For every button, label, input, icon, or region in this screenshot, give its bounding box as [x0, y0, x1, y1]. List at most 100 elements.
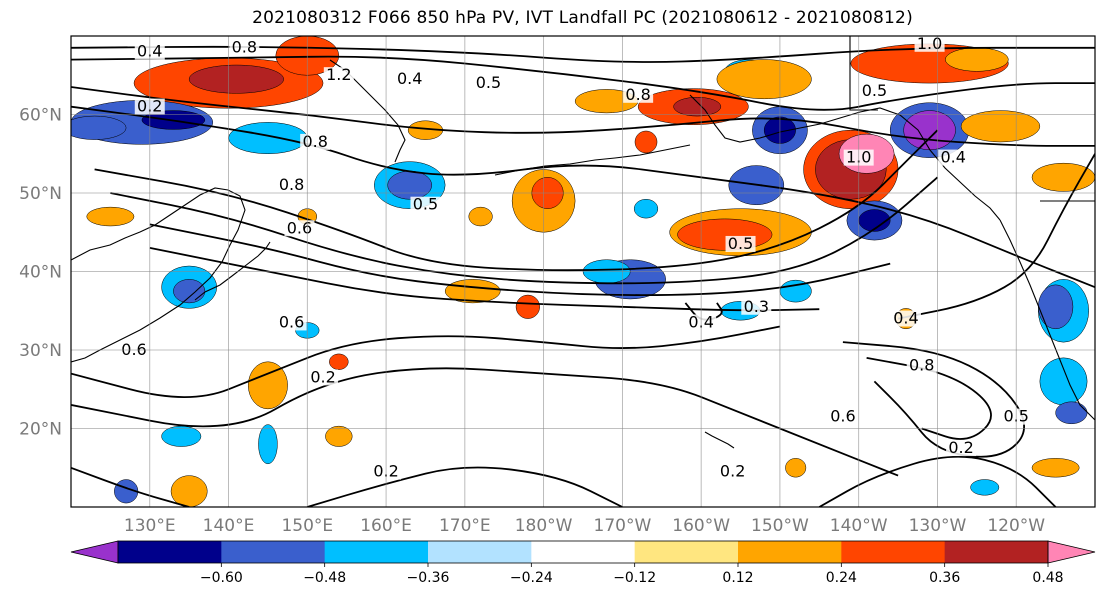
pv-shading-area	[945, 47, 1009, 72]
pv-shading-area	[173, 279, 206, 304]
colorbar-segment	[428, 541, 532, 563]
coastline-alaska	[689, 94, 1001, 221]
contour-label: 0.8	[279, 175, 304, 194]
pv-shading-area	[258, 424, 278, 465]
ivt-contour-line	[94, 129, 939, 272]
pv-shading-area	[960, 110, 1041, 143]
contour-label: 0.4	[940, 148, 965, 167]
contour-label-halo	[473, 75, 504, 92]
pv-shading-area	[161, 425, 202, 447]
ivt-contour-line	[110, 176, 939, 285]
contour-label: 0.6	[287, 218, 312, 237]
latitude-tick-label: 50°N	[19, 184, 62, 204]
colorbar-segment	[324, 541, 429, 563]
colorbar-tick-label: −0.36	[407, 570, 450, 586]
longitude-tick-label: 130°W	[909, 516, 967, 536]
graticule	[71, 36, 1095, 507]
contour-label-halo	[890, 310, 921, 327]
contour-label: 0.8	[625, 85, 650, 104]
longitude-tick-label: 150°W	[751, 516, 809, 536]
contour-label: 0.6	[121, 340, 146, 359]
coastline-namerica-west	[999, 219, 1095, 421]
colorbar-segment	[841, 541, 946, 563]
pv-shading-area	[515, 294, 540, 319]
colorbar-tick-label: 0.36	[929, 570, 960, 586]
contour-label-halo	[276, 314, 307, 331]
colorbar-segment	[118, 541, 222, 563]
latitude-tick-label: 60°N	[19, 106, 62, 126]
ivt-contour-line	[71, 325, 781, 398]
colorbar-segment	[634, 541, 739, 563]
contour-label-halo	[308, 369, 339, 386]
colorbar: −0.60 −0.48 −0.36 −0.24 −0.12 0.12 0.24 0.36 0.4…	[70, 540, 1096, 586]
contour-label: 0.5	[728, 234, 753, 253]
pv-shading-area	[1031, 162, 1095, 192]
pv-shading-area	[1031, 458, 1080, 478]
latitude-tick-label: 40°N	[19, 263, 62, 283]
ivt-contour-line	[71, 55, 1095, 111]
pv-shading-area	[633, 199, 659, 219]
ivt-contour-line	[71, 86, 1095, 147]
colorbar-tick-label: 0.48	[1032, 570, 1063, 586]
latitude-tick-label: 30°N	[19, 341, 62, 361]
pv-shading-area	[170, 475, 208, 507]
longitude-tick-label: 180°W	[515, 516, 573, 536]
longitude-tick-label: 140°E	[203, 516, 255, 536]
longitude-labels: 130°E 140°E 150°E 160°E 170°E 180°W 170°W 160°W…	[124, 516, 1045, 536]
contour-label: 0.8	[909, 356, 934, 375]
longitude-tick-label: 160°E	[360, 516, 412, 536]
pv-shading-area	[1055, 401, 1088, 425]
contour-label: 0.4	[893, 309, 918, 328]
ivt-contour-line	[866, 357, 992, 440]
pv-shading-area	[677, 218, 773, 251]
longitude-tick-label: 140°W	[830, 516, 888, 536]
contour-label: 0.4	[397, 69, 422, 88]
pv-shading-area	[86, 206, 135, 227]
contour-label-halo	[938, 149, 969, 166]
colorbar-segment	[221, 541, 326, 563]
coastline-japan	[194, 241, 271, 301]
contour-label: 0.5	[476, 73, 501, 92]
ivt-contour-line	[897, 153, 1095, 320]
longitude-tick-label: 170°W	[594, 516, 652, 536]
pv-shading-area	[716, 59, 812, 100]
pv-shading-area	[785, 458, 807, 478]
ivt-contour-line	[818, 455, 1057, 507]
longitude-tick-label: 120°W	[987, 516, 1045, 536]
contour-label: 1.2	[326, 65, 351, 84]
contour-label-halo	[827, 408, 858, 425]
pv-shading-area	[673, 96, 722, 117]
colorbar-tick-label: −0.24	[510, 570, 553, 586]
colorbar-tick-label: 0.24	[826, 570, 857, 586]
contour-label-halo	[394, 71, 425, 88]
contour-label: 0.6	[830, 407, 855, 426]
pv-shading-area	[1038, 284, 1074, 330]
contour-label: 0.2	[720, 462, 745, 481]
contour-label-halo	[741, 298, 772, 315]
ivt-contour-line	[307, 466, 623, 507]
contour-label: 0.6	[279, 312, 304, 331]
contour-label: 0.5	[413, 195, 438, 214]
contour-label: 0.5	[862, 81, 887, 100]
contour-label-halo	[725, 235, 756, 252]
contour-label-halo	[946, 440, 977, 457]
contour-label: 0.2	[310, 367, 335, 386]
colorbar-tick-label: −0.12	[613, 570, 656, 586]
longitude-tick-label: 150°E	[281, 516, 333, 536]
colorbar-segment	[944, 541, 1049, 563]
latitude-labels: 60°N 50°N 40°N 30°N 20°N	[19, 106, 62, 440]
ivt-contour-line	[71, 367, 899, 477]
pv-shading-area	[247, 361, 288, 410]
colorbar-tick-label: −0.60	[200, 570, 243, 586]
ivt-contour-line	[149, 223, 891, 297]
figure-title: 2021080312 F066 850 hPa PV, IVT Landfall…	[252, 8, 913, 28]
pv-shading-area	[903, 110, 956, 151]
pv-shading-area	[228, 122, 308, 155]
longitude-tick-label: 160°W	[672, 516, 730, 536]
contour-label-halo	[229, 39, 260, 56]
contour-label-halo	[276, 177, 307, 194]
longitude-tick-label: 130°E	[124, 516, 176, 536]
ivt-contour-line	[149, 247, 820, 312]
colorbar-tick-label: −0.48	[303, 570, 346, 586]
